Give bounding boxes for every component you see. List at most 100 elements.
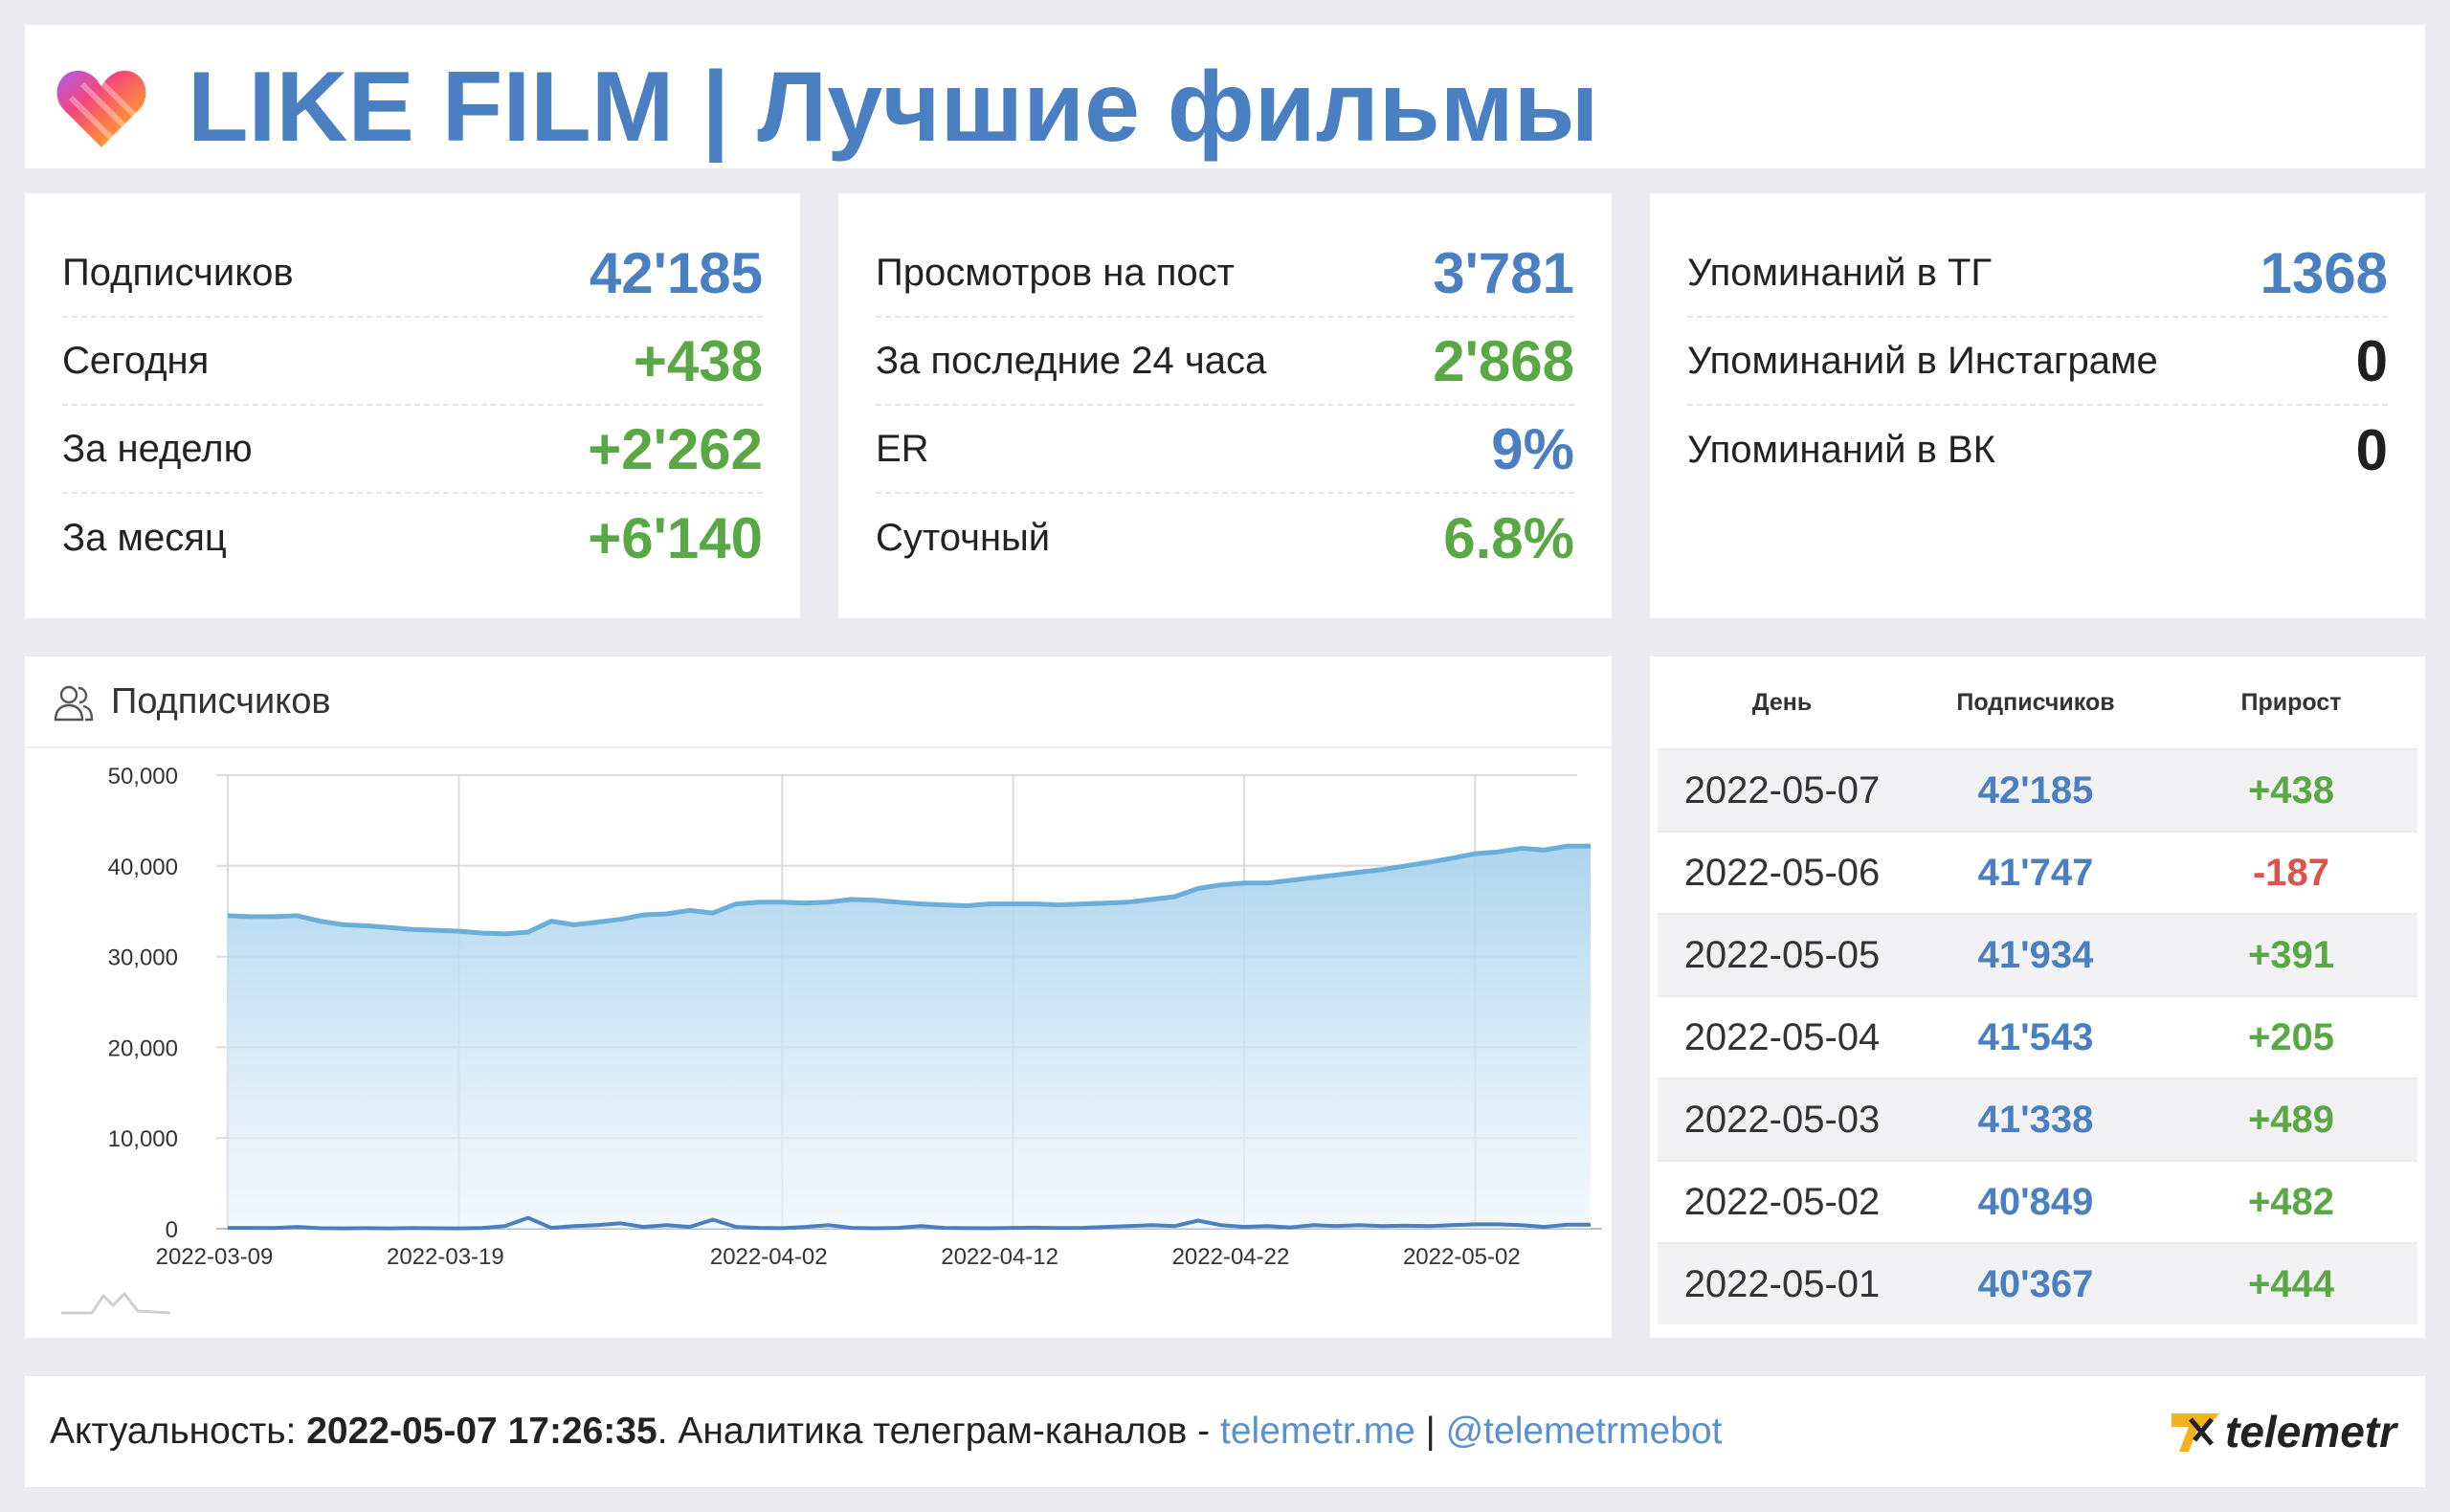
footer-text: Актуальность: 2022-05-07 17:26:35. Анали… [50,1376,1722,1487]
x-tick-label: 2022-04-12 [941,1244,1058,1270]
y-tick-label: 0 [166,1217,178,1243]
table-cell-subscribers: 41'747 [1977,851,2094,894]
stat-value: 0 [2355,328,2388,393]
table-cell-date: 2022-05-06 [1683,851,1881,894]
column-header-day: День [1751,688,1813,716]
stat-label: ER [876,427,929,470]
table-row: 2022-05-01 40'367 +444 [1658,1242,2417,1324]
subscribers-stat-row: Подписчиков 42'185 [62,230,763,318]
table-row: 2022-05-03 41'338 +489 [1658,1078,2417,1160]
x-tick-label: 2022-04-02 [710,1244,828,1270]
y-tick-label: 50,000 [108,764,178,789]
table-cell-date: 2022-05-01 [1683,1262,1881,1305]
subscribers-area-chart: 0 10,000 20,000 30,000 40,000 50,000 2022-03-0… [61,764,1602,1315]
footer-middle: . Аналитика телеграм-каналов - [657,1411,1221,1452]
y-tick-label: 40,000 [108,855,178,880]
mentions-stats-card: Упоминаний в ТГ 1368 Упоминаний в Инстагра… [1650,193,2425,618]
table-row: 2022-05-05 41'934 +391 [1658,913,2417,995]
table-cell-date: 2022-05-07 [1683,768,1881,812]
footer-separator: | [1414,1411,1446,1452]
mentions-stat-row: Упоминаний в Инстаграме 0 [1687,318,2388,406]
stat-label: За месяц [62,516,227,559]
table-cell-subscribers: 40'849 [1977,1180,2094,1223]
y-tick-label: 20,000 [108,1035,178,1061]
telemetr-logo-icon [2172,1413,2220,1452]
views-stat-row: Суточный 6.8% [876,494,1574,582]
stat-label: За последние 24 часа [876,339,1267,382]
subscribers-stat-row: За месяц +6'140 [62,494,763,582]
views-stat-row: ER 9% [876,406,1574,494]
stat-label: Суточный [876,516,1051,559]
stat-label: Упоминаний в ТГ [1687,251,1993,294]
table-cell-growth: +205 [2247,1015,2335,1058]
table-row: 2022-05-02 40'849 +482 [1658,1160,2417,1242]
channel-title: LIKE FILM | Лучшие фильмы [188,52,1599,163]
stat-value: +6'140 [588,505,763,570]
footer-prefix: Актуальность: [50,1411,307,1452]
table-cell-date: 2022-05-05 [1683,933,1881,976]
subscribers-stat-row: Сегодня +438 [62,318,763,406]
x-tick-label: 2022-03-19 [387,1244,504,1270]
users-icon [54,685,94,722]
table-cell-growth: -187 [2252,851,2330,894]
table-header: День Подписчиков Прирост [1658,656,2417,748]
stat-value: 42'185 [589,240,763,305]
table-row: 2022-05-06 41'747 -187 [1658,831,2417,913]
column-header-growth: Прирост [2240,688,2342,716]
table-cell-date: 2022-05-03 [1683,1098,1881,1141]
subscribers-chart-card: Подписчиков 0 10,000 20,000 30,000 40,000 50,… [25,656,1612,1338]
table-cell-subscribers: 41'543 [1977,1015,2094,1058]
stat-label: Просмотров на пост [876,251,1235,294]
stat-label: Упоминаний в ВК [1687,428,1995,471]
table-cell-subscribers: 41'934 [1977,933,2094,976]
table-row: 2022-05-07 42'185 +438 [1658,748,2417,831]
stat-label: Упоминаний в Инстаграме [1687,339,2158,382]
stat-value: +2'262 [588,416,763,481]
x-tick-label: 2022-05-02 [1403,1244,1521,1270]
subscribers-line [227,843,1591,937]
table-cell-growth: +438 [2247,768,2335,812]
x-tick-label: 2022-04-22 [1172,1244,1290,1270]
table-cell-subscribers: 40'367 [1977,1262,2094,1305]
table-cell-growth: +489 [2247,1098,2335,1141]
telemetr-brand-text: telemetr [2225,1407,2396,1456]
telemetr-bot-link[interactable]: @telemetrmebot [1445,1411,1723,1452]
table-cell-subscribers: 41'338 [1977,1098,2094,1141]
daily-stats-table: День Подписчиков Прирост 2022-05-07 42'18… [1658,656,2417,1324]
subscribers-area-fill [228,846,1591,1229]
table-cell-date: 2022-05-04 [1683,1015,1881,1058]
x-tick-label: 2022-03-09 [156,1244,274,1270]
y-tick-label: 30,000 [108,945,178,971]
telemetr-logo[interactable]: telemetr [2170,1405,2396,1458]
table-body: 2022-05-07 42'185 +438 2022-05-06 41'747 -187… [1658,748,2417,1324]
table-cell-date: 2022-05-02 [1683,1180,1881,1223]
table-cell-subscribers: 42'185 [1977,768,2094,812]
stat-label: За неделю [62,427,253,470]
views-stat-row: Просмотров на пост 3'781 [876,230,1574,318]
views-stats-card: Просмотров на пост 3'781 За последние 24 ч… [838,193,1612,618]
table-cell-growth: +482 [2247,1180,2335,1223]
stat-label: Сегодня [62,339,210,382]
stat-value: 1368 [2260,240,2388,305]
stat-value: +438 [633,328,763,393]
heart-logo-icon [56,70,146,147]
stat-value: 0 [2355,417,2388,482]
column-header-subscribers: Подписчиков [1956,688,2115,716]
table-row: 2022-05-04 41'543 +205 [1658,995,2417,1078]
stat-value: 9% [1491,416,1574,481]
daily-table-card: День Подписчиков Прирост 2022-05-07 42'18… [1650,656,2425,1338]
footer-timestamp: 2022-05-07 17:26:35 [306,1411,657,1452]
mentions-stat-row: Упоминаний в ТГ 1368 [1687,230,2388,318]
chart-header: Подписчиков [25,656,1612,748]
stat-value: 3'781 [1433,240,1574,305]
y-tick-label: 10,000 [108,1126,178,1152]
mentions-stat-row: Упоминаний в ВК 0 [1687,406,2388,494]
growth-line [228,1215,1591,1231]
stat-label: Подписчиков [62,251,294,294]
telemetr-site-link[interactable]: telemetr.me [1220,1411,1415,1452]
table-cell-growth: +444 [2247,1262,2335,1305]
footer: Актуальность: 2022-05-07 17:26:35. Анали… [25,1376,2425,1487]
subscribers-stat-row: За неделю +2'262 [62,406,763,494]
stat-value: 2'868 [1433,328,1574,393]
header: LIKE FILM | Лучшие фильмы [25,25,2425,168]
